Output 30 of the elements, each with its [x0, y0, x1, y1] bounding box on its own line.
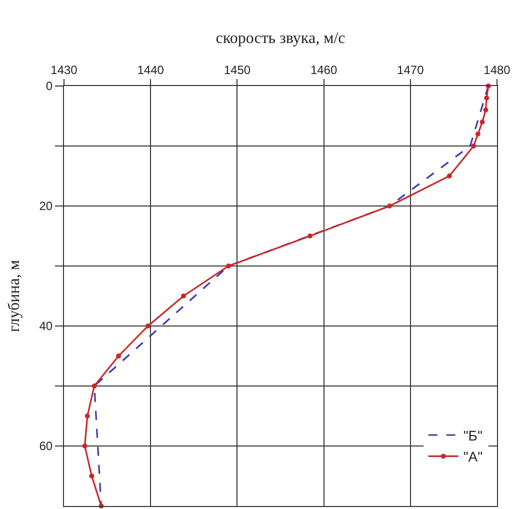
point — [226, 264, 232, 268]
x-tick-label: 1480 — [484, 63, 511, 78]
x-tick-label: 1450 — [224, 63, 251, 78]
point — [181, 294, 186, 298]
point — [84, 414, 90, 418]
point — [89, 474, 94, 478]
x-tick-label: 1470 — [397, 63, 424, 78]
point — [82, 444, 88, 448]
y-axis-title: глубина, м — [6, 260, 24, 332]
x-tick-label: 1430 — [50, 63, 78, 78]
point — [480, 120, 485, 124]
point — [475, 132, 480, 136]
point — [483, 108, 488, 112]
point — [116, 354, 122, 358]
x-axis-title: скорость звука, м/с — [216, 30, 346, 48]
x-tick-label: 1440 — [137, 63, 164, 78]
point — [387, 204, 392, 208]
y-tick-label: 0 — [46, 79, 53, 94]
y-tick-label: 40 — [39, 319, 53, 334]
point — [446, 174, 452, 178]
y-tick-label: 60 — [39, 439, 53, 454]
legend-label: "Б" — [463, 427, 482, 444]
point — [92, 384, 97, 388]
y-tick-label: 20 — [39, 199, 53, 214]
point — [307, 234, 312, 238]
point — [484, 96, 490, 100]
point — [146, 324, 150, 328]
point — [471, 144, 476, 148]
x-tick-label: 1460 — [310, 63, 338, 78]
legend-label: "А" — [463, 448, 483, 465]
